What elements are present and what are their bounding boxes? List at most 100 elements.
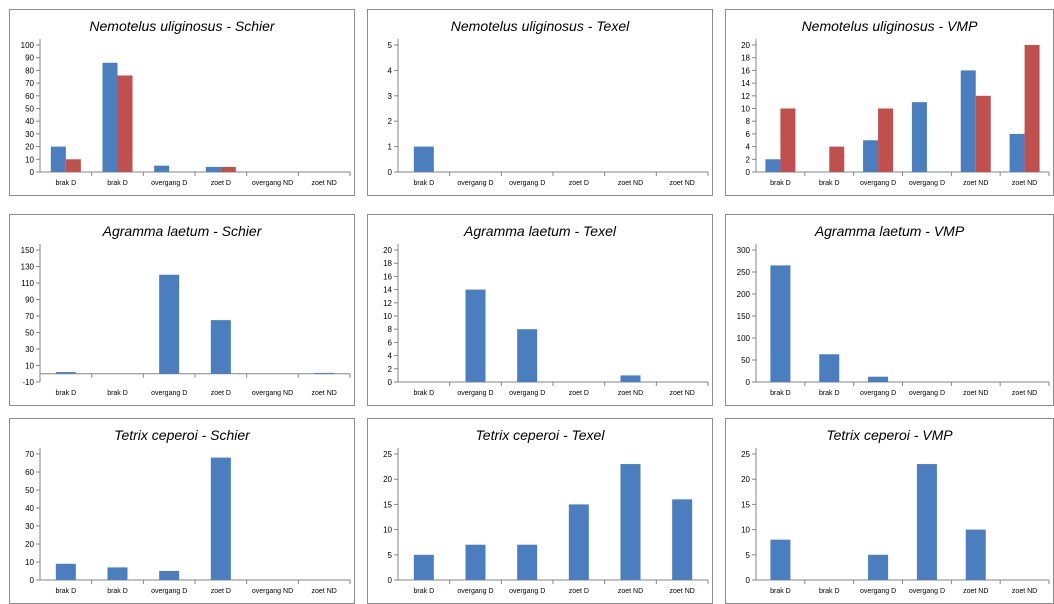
x-tick-label: brak D	[770, 180, 791, 187]
y-tick-label: 4	[388, 66, 393, 75]
y-tick-label: 0	[746, 576, 751, 585]
bar	[765, 159, 781, 172]
x-tick-label: overgang D	[909, 588, 945, 595]
y-tick-label: 0	[30, 168, 35, 177]
x-tick-label: brak D	[56, 180, 77, 187]
bar	[863, 140, 879, 172]
bar	[911, 102, 927, 172]
chart-panel-nemotelus-schier: Nemotelus uliginosus - Schier 0 10 20 30 40 50…	[9, 9, 355, 196]
chart-svg: Nemotelus uliginosus - Texel 0 1 2 3 4 5 brak D…	[388, 18, 709, 187]
x-tick-label: overgang D	[509, 180, 545, 187]
y-tick-label: 30	[25, 130, 34, 139]
x-tick-label: brak D	[770, 588, 791, 595]
x-tick-label: brak D	[770, 390, 791, 397]
x-tick-label: zoet ND	[1012, 390, 1037, 397]
x-tick-label: zoet ND	[312, 390, 337, 397]
y-tick-label: 130	[21, 263, 35, 272]
y-tick-label: 50	[25, 486, 34, 495]
chart-svg: Nemotelus uliginosus - VMP 0 2 4 6 8 10 12 14 16 1…	[741, 18, 1050, 187]
y-tick-label: 12	[383, 299, 392, 308]
y-tick-label: 6	[388, 338, 393, 347]
x-tick-label: brak D	[56, 588, 77, 595]
y-tick-label: 20	[383, 246, 392, 255]
y-tick-label: 14	[383, 286, 392, 295]
y-tick-label: 100	[737, 334, 751, 343]
y-tick-label: 16	[383, 272, 392, 281]
bar	[159, 274, 180, 374]
y-tick-label: 20	[741, 41, 750, 50]
bar	[65, 159, 81, 172]
bar	[829, 146, 845, 172]
y-tick-label: 4	[388, 352, 393, 361]
y-tick-label: 90	[25, 296, 34, 305]
y-tick-label: 20	[25, 143, 34, 152]
x-tick-label: brak D	[107, 588, 128, 595]
x-tick-label: zoet D	[569, 588, 589, 595]
chart-title: Nemotelus uliginosus - Schier	[89, 18, 276, 34]
x-tick-label: zoet ND	[670, 180, 695, 187]
y-tick-label: 0	[388, 168, 393, 177]
chart-svg: Agramma laetum - Schier -10 10 30 50 70 90 110 1…	[21, 223, 351, 397]
x-tick-label: brak D	[819, 180, 840, 187]
x-tick-label: zoet D	[569, 390, 589, 397]
y-tick-label: 10	[383, 526, 392, 535]
chart-title: Tetrix ceperoi - Schier	[114, 427, 251, 443]
y-tick-label: 18	[383, 259, 392, 268]
y-tick-label: 3	[388, 92, 393, 101]
bar	[965, 529, 986, 580]
x-tick-label: overgang D	[151, 588, 187, 595]
chart-svg: Tetrix ceperoi - Schier 0 10 20 30 40 50 60 70 br…	[25, 427, 351, 595]
x-tick-label: overgang D	[151, 390, 187, 397]
bar	[465, 544, 486, 580]
chart-svg: Tetrix ceperoi - Texel 0 5 10 15 20 25 brak D ov…	[383, 427, 709, 595]
y-tick-label: 0	[388, 576, 393, 585]
y-tick-label: 60	[25, 92, 34, 101]
bar	[960, 70, 976, 172]
x-tick-label: zoet D	[569, 180, 589, 187]
y-tick-label: 10	[25, 362, 34, 371]
chart-title: Agramma laetum - Texel	[463, 223, 617, 239]
y-tick-label: 70	[25, 79, 34, 88]
y-tick-label: 5	[746, 551, 751, 560]
bar	[819, 354, 840, 382]
x-tick-label: zoet D	[211, 390, 231, 397]
y-tick-label: 70	[25, 312, 34, 321]
y-tick-label: 80	[25, 66, 34, 75]
bar	[154, 165, 170, 172]
chart-svg: Nemotelus uliginosus - Schier 0 10 20 30 40 50…	[21, 18, 351, 187]
bar	[413, 554, 434, 580]
chart-title: Agramma laetum - Schier	[102, 223, 263, 239]
y-tick-label: 2	[388, 365, 393, 374]
y-tick-label: 12	[741, 92, 750, 101]
bar	[220, 166, 236, 172]
y-tick-label: 70	[25, 450, 34, 459]
x-tick-label: zoet ND	[963, 390, 988, 397]
y-tick-label: 40	[25, 117, 34, 126]
chart-title: Agramma laetum - VMP	[814, 223, 965, 239]
x-tick-label: zoet ND	[618, 390, 643, 397]
x-tick-label: zoet D	[211, 588, 231, 595]
x-tick-label: brak D	[56, 390, 77, 397]
bar	[210, 457, 231, 580]
bar	[620, 375, 641, 382]
bar	[868, 554, 889, 580]
bar	[1009, 133, 1025, 172]
y-tick-label: 110	[21, 279, 34, 288]
y-tick-label: 2	[388, 117, 393, 126]
x-tick-label: overgang ND	[252, 180, 293, 187]
chart-svg: Agramma laetum - Texel 0 2 4 6 8 10 12 14 16 18 20 b…	[383, 223, 709, 397]
y-tick-label: 5	[388, 41, 393, 50]
chart-svg: Agramma laetum - VMP 0 50 100 150 200 250 300 br…	[737, 223, 1050, 397]
y-tick-label: 40	[25, 504, 34, 513]
bar	[102, 62, 118, 172]
y-tick-label: 60	[25, 468, 34, 477]
y-tick-label: 0	[30, 576, 35, 585]
x-tick-label: overgang D	[509, 588, 545, 595]
x-tick-label: overgang D	[457, 180, 493, 187]
chart-panel-agramma-texel: Agramma laetum - Texel 0 2 4 6 8 10 12 14 16 18 20 b…	[367, 214, 713, 406]
chart-title: Tetrix ceperoi - VMP	[826, 427, 953, 443]
x-tick-label: zoet ND	[963, 180, 988, 187]
y-tick-label: 14	[741, 79, 750, 88]
bar	[465, 289, 486, 382]
bar	[878, 108, 894, 172]
